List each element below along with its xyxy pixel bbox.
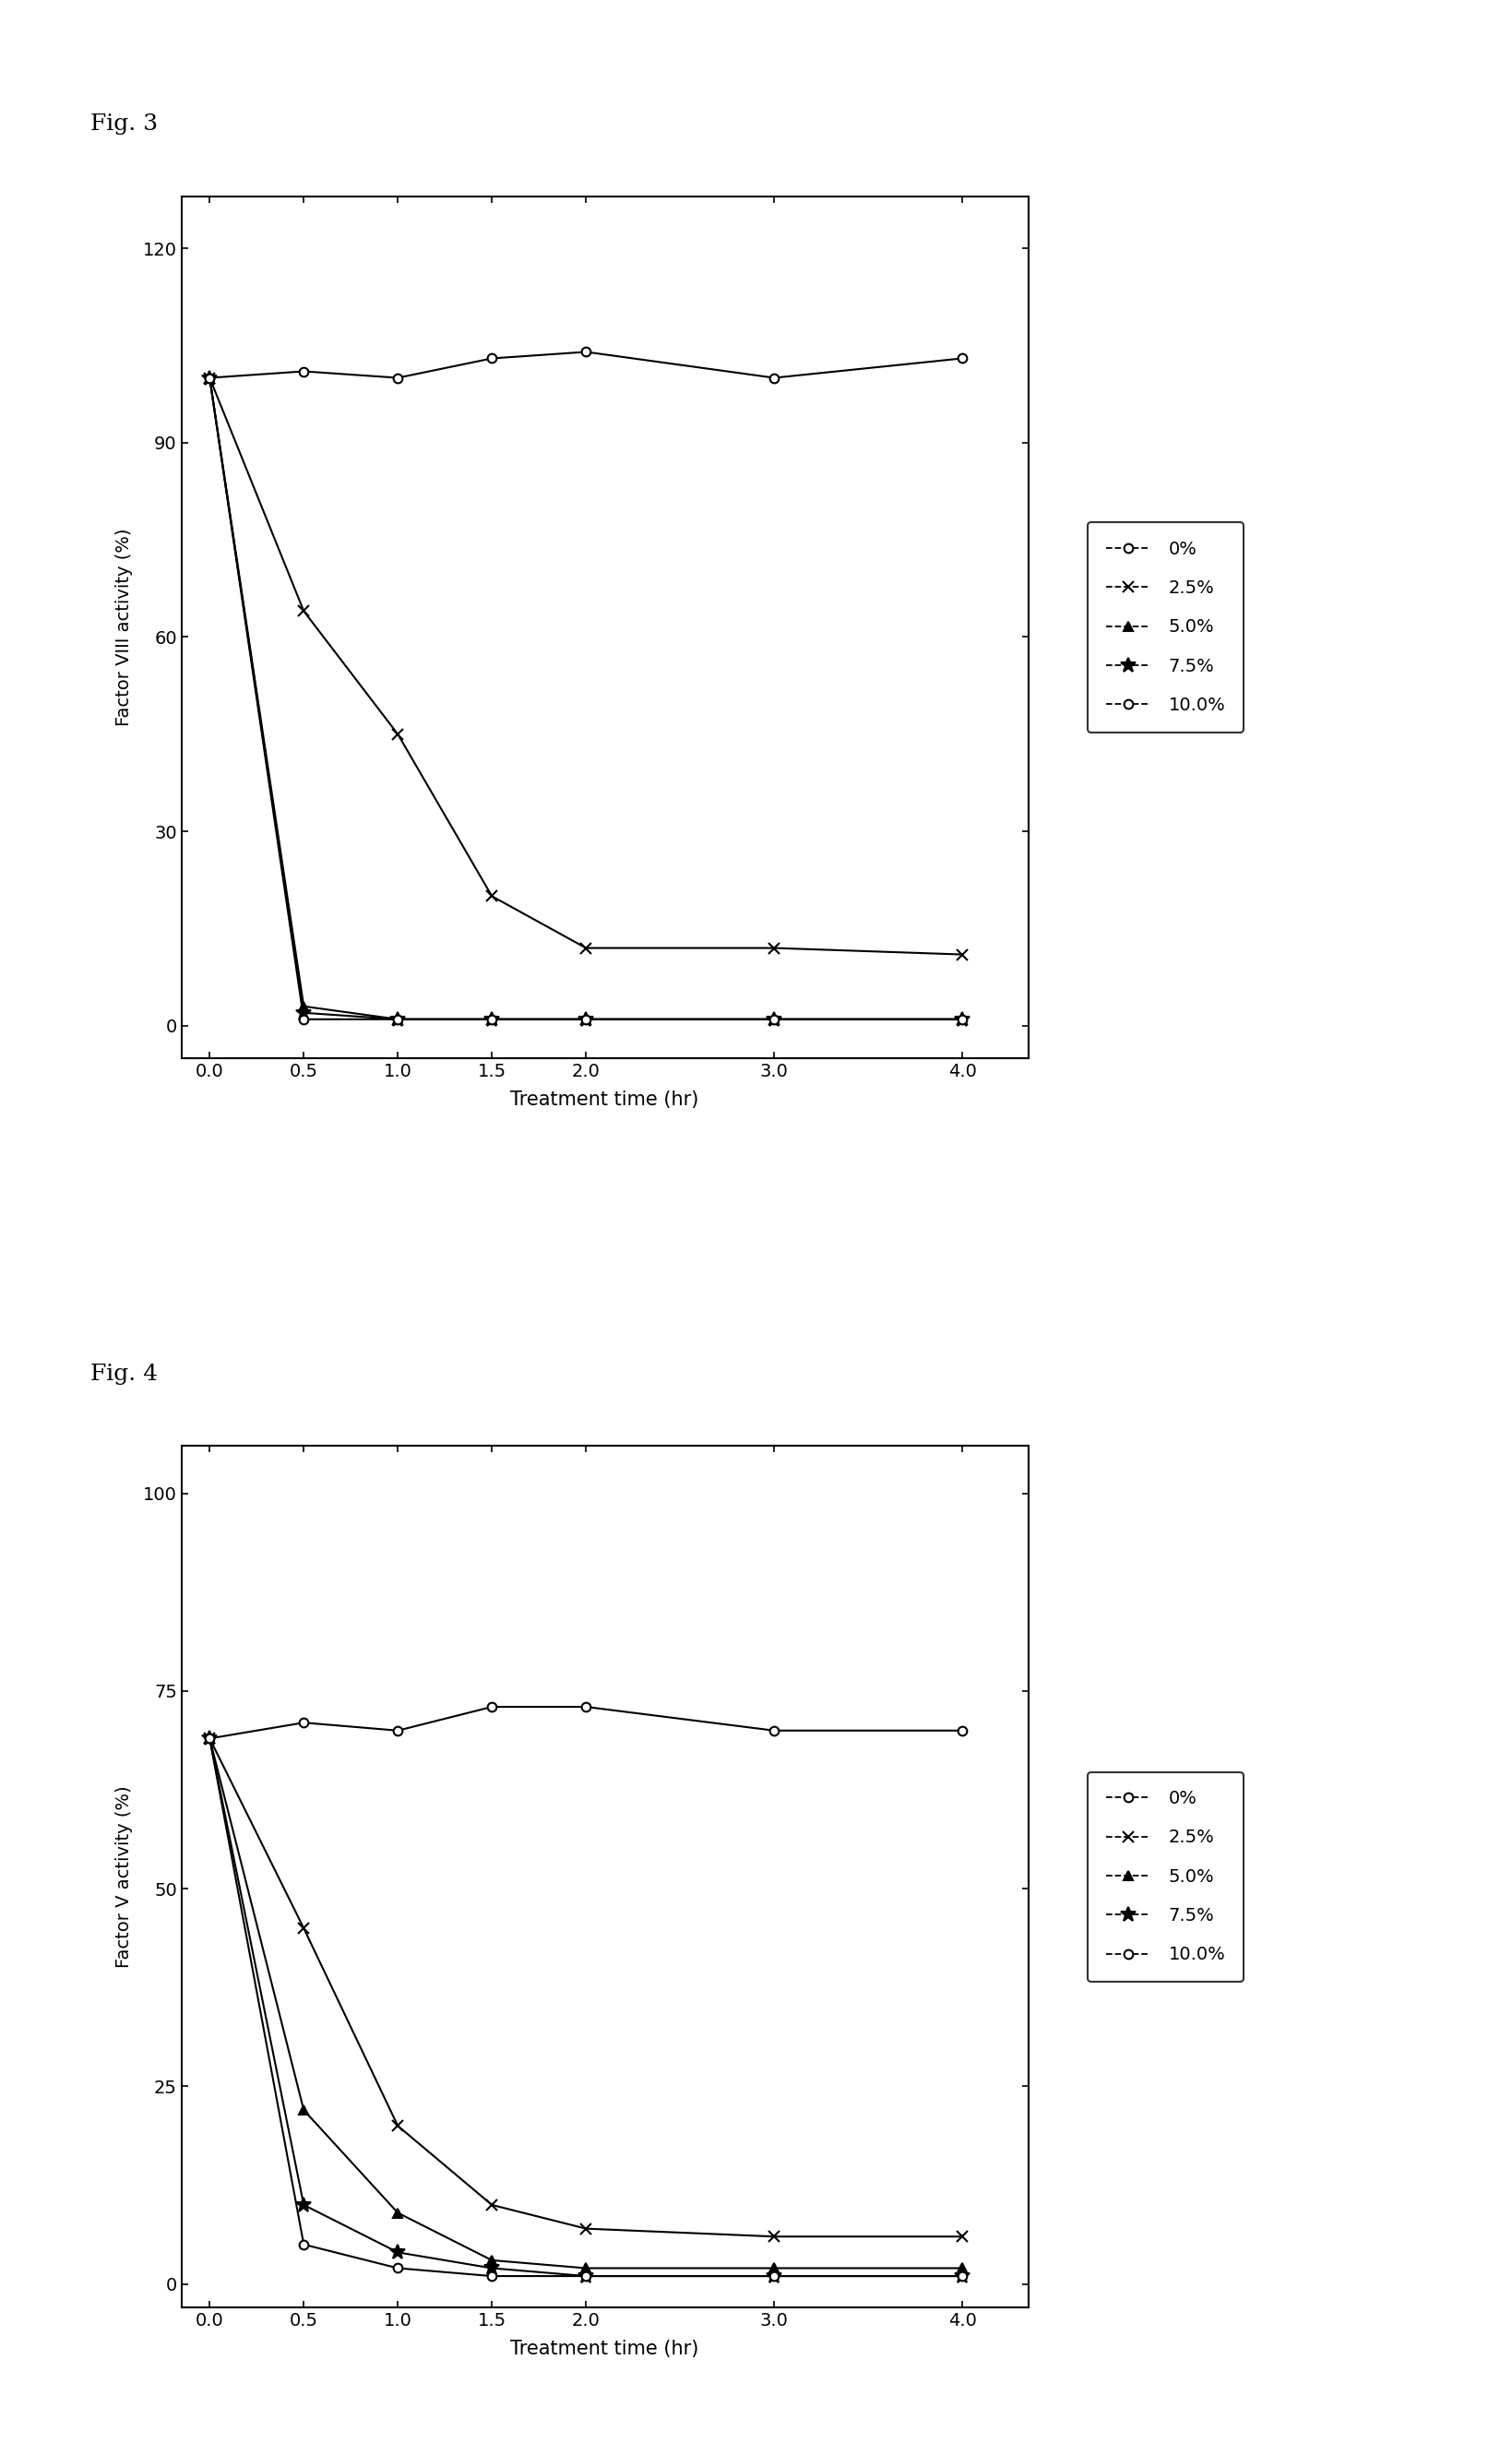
X-axis label: Treatment time (hr): Treatment time (hr)	[511, 2340, 699, 2359]
Text: Fig. 3: Fig. 3	[91, 113, 159, 135]
Legend: 0%, 2.5%, 5.0%, 7.5%, 10.0%: 0%, 2.5%, 5.0%, 7.5%, 10.0%	[1089, 523, 1243, 732]
X-axis label: Treatment time (hr): Treatment time (hr)	[511, 1090, 699, 1110]
Y-axis label: Factor VIII activity (%): Factor VIII activity (%)	[115, 528, 133, 727]
Y-axis label: Factor V activity (%): Factor V activity (%)	[115, 1785, 133, 1969]
Text: Fig. 4: Fig. 4	[91, 1363, 159, 1385]
Legend: 0%, 2.5%, 5.0%, 7.5%, 10.0%: 0%, 2.5%, 5.0%, 7.5%, 10.0%	[1089, 1773, 1243, 1981]
